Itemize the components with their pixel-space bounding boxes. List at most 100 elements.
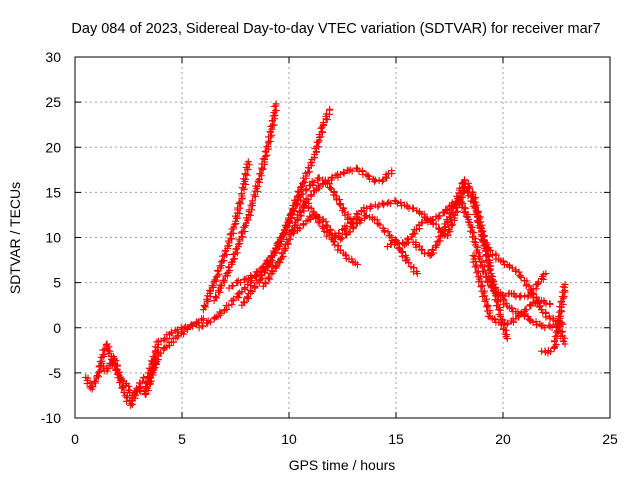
data-point [212,294,220,302]
data-point [524,293,532,301]
data-point [229,282,237,290]
data-point [233,249,241,257]
data-point [226,267,234,275]
data-point [271,263,279,271]
data-point [307,214,315,222]
data-point [477,227,485,235]
data-point [250,191,258,199]
data-point [118,376,126,384]
data-point [272,246,280,254]
data-point [290,204,298,212]
data-point [470,238,478,246]
data-point [442,206,450,214]
data-point [286,235,294,243]
data-point [375,177,383,185]
data-point [150,366,158,374]
data-point [470,229,478,237]
data-point [311,144,319,152]
data-point [268,131,276,139]
data-point [330,238,338,246]
data-point [272,100,280,108]
data-point [491,285,499,293]
data-point [156,349,164,357]
data-point [354,211,362,219]
data-point [379,201,387,209]
data-point [199,315,207,323]
data-point [89,383,97,391]
data-point [261,155,269,163]
data-point [234,240,242,248]
x-tick-label: 25 [602,431,618,447]
data-point [245,161,253,169]
data-point [295,207,303,215]
data-point [304,196,312,204]
data-point [284,240,292,248]
data-point [294,187,302,195]
data-point [319,217,327,225]
data-point [238,190,246,198]
data-point [202,303,210,311]
data-point [208,282,216,290]
gridlines [75,57,610,418]
data-point [495,292,503,300]
data-point [298,183,306,191]
data-point [508,304,516,312]
x-tick-label: 15 [388,431,404,447]
data-point [522,306,530,314]
data-point [203,295,211,303]
data-point [398,252,406,260]
y-tick-label: -5 [49,365,62,381]
series-track-15 [486,275,569,348]
data-point [296,183,304,191]
data-point [476,223,484,231]
data-point [466,184,474,192]
data-point [149,365,157,373]
data-point [436,237,444,245]
data-point [436,212,444,220]
data-point [199,322,207,330]
data-point [189,321,197,329]
data-point [274,239,282,247]
data-point [503,335,511,343]
data-point [270,121,278,129]
data-point [376,221,384,229]
data-point [435,224,443,232]
data-point [240,298,248,306]
data-point [246,211,254,219]
data-point [235,199,243,207]
data-point [296,225,304,233]
data-point [319,119,327,127]
data-point [411,230,419,238]
data-point [216,281,224,289]
data-point [515,268,523,276]
data-point [215,270,223,278]
data-point [403,256,411,264]
chart-title: Day 084 of 2023, Sidereal Day-to-day VTE… [71,21,600,37]
data-point [353,261,361,269]
data-point [404,235,412,243]
data-point [501,292,509,300]
data-point [119,383,127,391]
data-point [187,321,195,329]
series-late-points [538,280,569,357]
data-point [306,212,314,220]
data-point [554,318,562,326]
data-point [218,282,226,290]
data-point [378,177,386,185]
data-point [557,298,565,306]
data-point [472,203,480,211]
data-point [484,302,492,310]
data-point [336,201,344,209]
data-point [228,235,236,243]
data-point [235,294,243,302]
data-point [413,270,421,278]
data-point [401,241,409,249]
x-tick-label: 5 [178,431,186,447]
data-point [239,233,247,241]
data-point [364,171,372,179]
data-point [299,190,307,198]
data-point [517,273,525,281]
data-point [238,184,246,192]
data-point [504,319,512,327]
data-point [160,345,168,353]
